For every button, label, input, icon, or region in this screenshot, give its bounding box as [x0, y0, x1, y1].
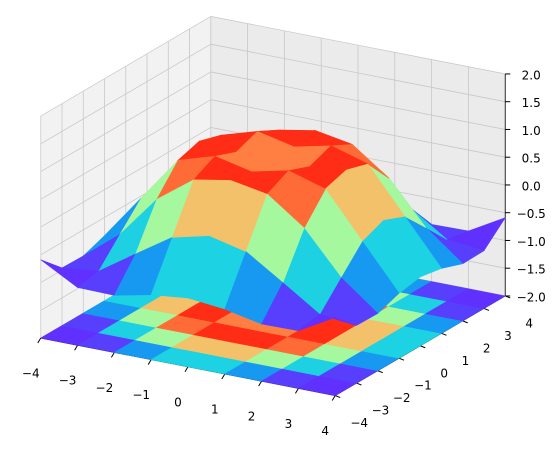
x-tick-label: −3: [59, 374, 77, 388]
x-tick-label: 2: [248, 410, 256, 424]
y-tick-label: −1: [414, 379, 432, 393]
x-tick-label: 1: [211, 402, 219, 416]
tick-mark: [356, 382, 362, 386]
y-tick-label: 1: [462, 354, 470, 368]
tick-mark: [483, 307, 490, 311]
tick-mark: [377, 370, 383, 374]
z-tick-label: 1.0: [522, 124, 541, 138]
y-tick-label: 0: [440, 366, 448, 380]
x-tick-label: 3: [285, 417, 293, 431]
z-tick-label: −0.5: [517, 207, 546, 221]
x-tick-label: −2: [96, 381, 114, 395]
grid-line: [40, 71, 211, 172]
grid-line: [40, 43, 211, 145]
tick-mark: [294, 388, 299, 394]
tick-mark: [184, 366, 189, 373]
y-tick-label: 4: [525, 316, 533, 330]
tick-mark: [398, 357, 405, 361]
grid-line: [210, 43, 506, 103]
grid-line: [210, 71, 506, 130]
z-tick-label: −1.0: [517, 235, 546, 249]
z-tick-label: −1.5: [517, 263, 546, 277]
tick-mark: [335, 395, 341, 399]
grid-line: [40, 16, 211, 117]
grid-line: [40, 99, 211, 200]
tick-mark: [147, 359, 152, 365]
tick-mark: [462, 320, 468, 324]
tick-mark: [110, 352, 115, 358]
tick-mark: [441, 332, 447, 336]
y-tick-label: −2: [393, 391, 411, 405]
tick-mark: [74, 344, 79, 351]
z-tick-label: 1.5: [522, 96, 541, 110]
tick-mark: [331, 395, 336, 401]
x-tick-label: −1: [132, 388, 150, 402]
z-tick-label: 0.5: [522, 152, 541, 166]
x-tick-label: −4: [22, 367, 40, 381]
z-tick-label: 2.0: [522, 68, 541, 82]
y-tick-label: 3: [504, 329, 512, 343]
grid-line: [40, 127, 211, 228]
y-tick-label: −4: [350, 416, 368, 430]
z-tick-label: −2.0: [517, 290, 546, 304]
z-tick-label: 0.0: [522, 179, 541, 193]
tick-mark: [420, 345, 426, 349]
y-tick-label: 2: [483, 341, 491, 355]
x-tick-label: 0: [174, 395, 182, 409]
y-tick-label: −3: [372, 404, 390, 418]
tick-mark: [221, 373, 226, 380]
grid-line: [210, 99, 506, 158]
surface-cell: [298, 313, 357, 331]
grid-line: [210, 16, 506, 75]
contour-cell: [446, 288, 507, 309]
tick-mark: [258, 380, 263, 387]
x-tick-label: 4: [321, 424, 329, 438]
tick-mark: [37, 337, 42, 344]
